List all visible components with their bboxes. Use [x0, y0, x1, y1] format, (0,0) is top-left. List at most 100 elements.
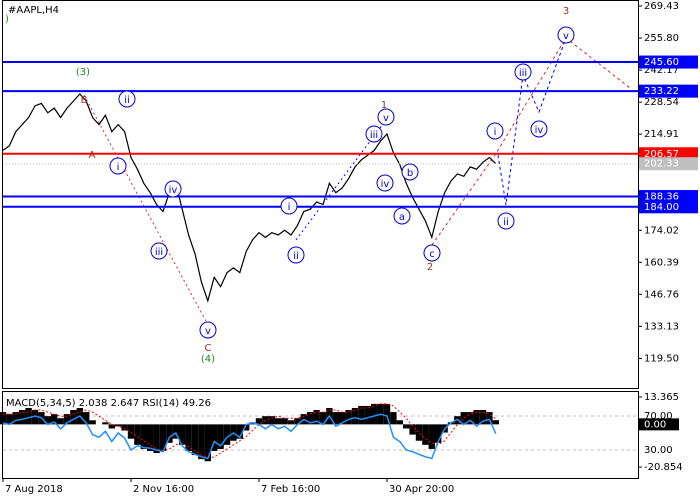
wave-label: iii — [155, 247, 163, 258]
wave-label: i — [288, 202, 291, 213]
macd-bar — [179, 424, 186, 445]
macd-bar — [134, 424, 141, 445]
y-tick-label: 146.76 — [644, 289, 679, 300]
macd-bar — [415, 424, 423, 441]
macd-bar — [339, 412, 346, 425]
macd-bar — [44, 416, 51, 425]
wave-label: iv — [169, 185, 178, 196]
macd-bar — [166, 424, 173, 443]
wave-label: iii — [370, 130, 378, 141]
macd-bar — [422, 424, 429, 445]
macd-bar — [428, 424, 435, 449]
wave-label: ii — [503, 217, 509, 228]
macd-bar — [435, 424, 442, 443]
level-label-box — [639, 55, 698, 69]
macd-bar — [0, 412, 7, 425]
wave-label: ii — [124, 95, 130, 106]
macd-bar — [275, 418, 282, 425]
x-tick-label: 7 Feb 16:00 — [261, 484, 320, 495]
macd-bar — [255, 418, 263, 425]
macd-bar — [51, 414, 58, 425]
price-line — [2, 93, 497, 303]
wave-circle — [118, 90, 136, 108]
macd-bar — [217, 424, 224, 449]
macd-bar — [236, 424, 243, 439]
wave-label: 3 — [563, 6, 569, 17]
macd-bar — [102, 422, 109, 425]
signal-line — [3, 403, 497, 458]
forecast-red — [431, 37, 631, 246]
wave-label: 1 — [381, 100, 387, 111]
macd-bar — [31, 410, 39, 425]
macd-bar — [185, 424, 192, 451]
macd-bar — [70, 410, 77, 425]
macd-bar — [409, 424, 416, 435]
wave-label: C — [205, 343, 212, 354]
y-tick-label: 174.02 — [644, 225, 679, 236]
macd-bar — [479, 410, 487, 425]
macd-bar — [211, 424, 218, 451]
wave-label: v — [205, 326, 211, 337]
wave-label: ii — [293, 251, 299, 262]
wave-circle — [109, 157, 127, 175]
y-tick-box — [639, 418, 679, 431]
wave-label: A — [89, 150, 96, 161]
level-label: 184.00 — [644, 202, 679, 213]
macd-bar — [223, 424, 231, 445]
y-tick-label: 133.13 — [644, 321, 679, 332]
macd-bar — [89, 420, 96, 425]
macd-bar — [57, 418, 64, 425]
macd-bar — [281, 418, 288, 425]
wave-circle — [393, 207, 411, 225]
macd-bar — [243, 424, 250, 431]
macd-bar — [191, 424, 199, 456]
wave-label: 2 — [427, 262, 433, 273]
macd-bar — [83, 412, 90, 425]
wave-label: c — [429, 249, 435, 260]
wave-circle — [530, 120, 548, 138]
macd-bar — [403, 424, 410, 429]
wave-label: i — [117, 162, 120, 173]
rsi-line — [2, 413, 497, 460]
macd-bar — [287, 420, 295, 425]
macd-bar — [332, 412, 339, 425]
level-label-box — [639, 147, 698, 161]
macd-bar — [172, 424, 179, 439]
level-label: 245.60 — [644, 57, 679, 68]
indicator-title: MACD(5,34,5) 2.038 2.647 RSI(14) 49.26 — [6, 398, 211, 409]
level-label: 188.36 — [644, 192, 679, 203]
wave-circle — [497, 212, 515, 230]
wave-circle — [150, 242, 168, 260]
macd-bar — [460, 412, 467, 425]
macd-bar — [364, 405, 371, 425]
level-label: 233.22 — [644, 86, 679, 97]
y-tick-label: 269.43 — [644, 1, 679, 12]
wave-circle — [557, 26, 575, 44]
wave-circle — [423, 244, 441, 262]
macd-bar — [147, 424, 154, 451]
wave-line-red — [83, 94, 209, 326]
macd-bar — [492, 420, 499, 425]
indicator-frame — [2, 391, 639, 479]
y-tick-label: 214.91 — [644, 129, 679, 140]
y-tick-label: 160.39 — [644, 257, 679, 268]
level-label-box — [639, 84, 698, 98]
current-price-box — [639, 157, 698, 171]
macd-bar — [319, 412, 327, 425]
macd-bar — [473, 410, 480, 425]
macd-bar — [313, 410, 320, 425]
wave-label: a — [399, 212, 405, 223]
level-label-box — [639, 200, 698, 214]
macd-bar — [390, 412, 397, 425]
wave-circle — [376, 174, 394, 192]
x-tick-label: 2 Nov 16:00 — [133, 484, 194, 495]
x-tick-label: 7 Aug 2018 — [5, 484, 63, 495]
wave-label: (4) — [201, 354, 215, 365]
macd-bar — [25, 407, 32, 425]
wave-label: iv — [381, 179, 390, 190]
wave-circle — [514, 63, 532, 81]
macd-bar — [63, 414, 71, 425]
wave-label: ) — [5, 14, 9, 25]
